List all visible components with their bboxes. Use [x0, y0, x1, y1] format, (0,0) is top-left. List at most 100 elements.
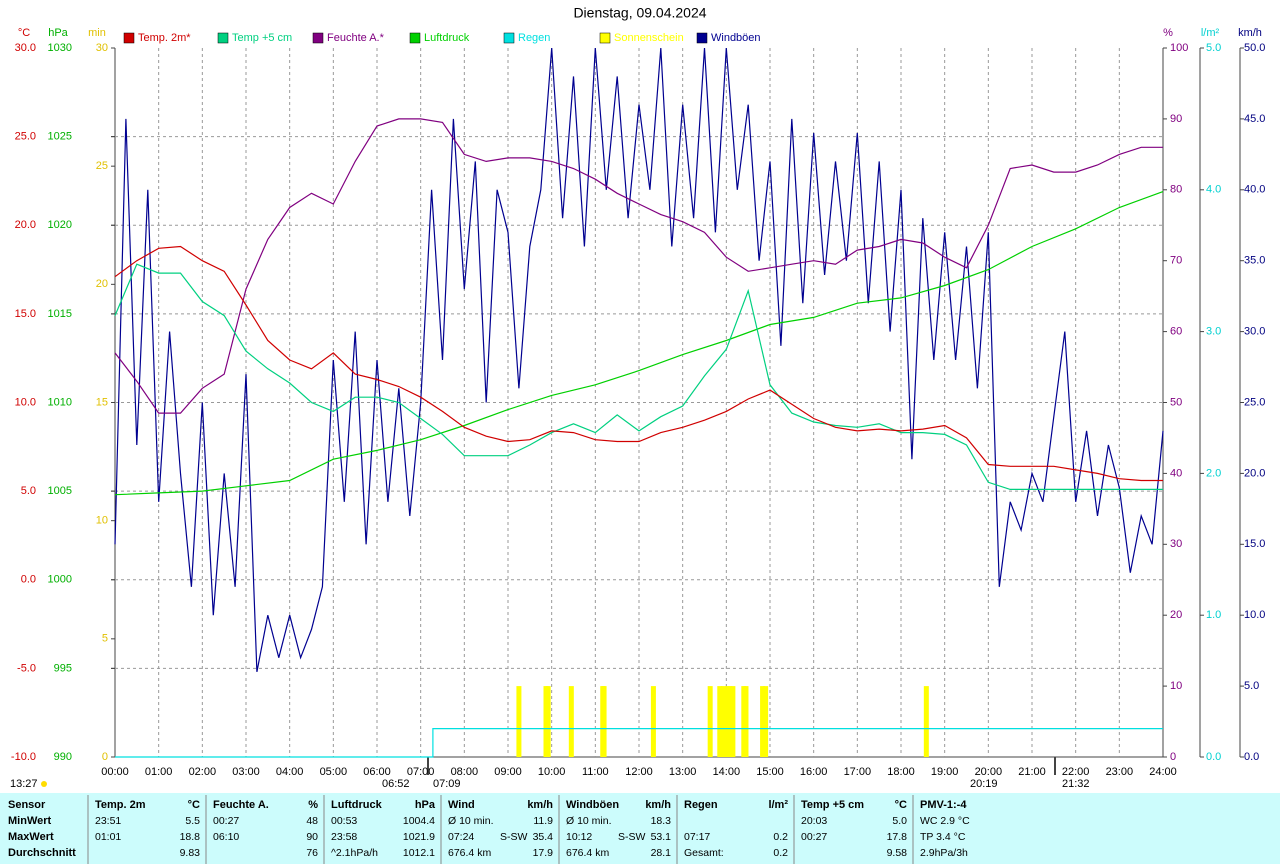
y-tick-label: 5 — [102, 633, 108, 645]
x-tick-label: 20:00 — [975, 766, 1003, 778]
y-tick-label: 35.0 — [1244, 255, 1265, 267]
series-line — [115, 728, 1163, 758]
x-tick-label: 12:00 — [625, 766, 653, 778]
y-tick-label: 20.0 — [1244, 467, 1265, 479]
table-header: Luftdruck — [331, 799, 383, 811]
table-header: Regen — [684, 799, 718, 811]
x-tick-label: 00:00 — [101, 766, 129, 778]
legend-label: Temp. 2m* — [138, 32, 191, 44]
table-cell: TP 3.4 °C — [920, 831, 966, 843]
axis-title: °C — [18, 27, 30, 39]
y-tick-label: 0 — [102, 751, 108, 763]
y-tick-label: 1030 — [48, 42, 72, 54]
table-cell: Gesamt: — [684, 847, 724, 859]
y-tick-label: 15.0 — [1244, 538, 1265, 550]
x-tick-label: 15:00 — [756, 766, 784, 778]
y-tick-label: 100 — [1170, 42, 1188, 54]
sunshine-bar — [763, 686, 769, 757]
annotation: 20:19 — [970, 778, 998, 790]
table-header: Temp. 2m — [95, 799, 146, 811]
annotation: 06:52 — [382, 778, 410, 790]
table-background — [0, 793, 1280, 864]
y-tick-label: 10.0 — [1244, 609, 1265, 621]
series-line — [114, 263, 1163, 490]
table-header: Windböen — [566, 799, 619, 811]
table-cell: 18.3 — [651, 815, 672, 827]
table-cell: 1021.9 — [403, 831, 435, 843]
x-tick-label: 13:00 — [669, 766, 697, 778]
table-cell: 17.9 — [533, 847, 554, 859]
legend-swatch — [409, 32, 421, 44]
table-row-label: MinWert — [8, 815, 52, 827]
table-cell: 53.1 — [651, 831, 672, 843]
legend-swatch — [503, 32, 515, 44]
legend-label: Sonnenschein — [614, 32, 684, 44]
legend-label: Luftdruck — [424, 32, 470, 44]
y-tick-label: 20.0 — [15, 219, 36, 231]
table-header: Wind — [448, 799, 475, 811]
x-tick-label: 22:00 — [1062, 766, 1090, 778]
y-tick-label: 0.0 — [1206, 751, 1221, 763]
table-cell: 23:58 — [331, 831, 357, 843]
y-tick-label: 90 — [1170, 113, 1182, 125]
y-tick-label: 20 — [1170, 609, 1182, 621]
y-tick-label: 40 — [1170, 467, 1182, 479]
y-tick-label: 40.0 — [1244, 184, 1265, 196]
table-cell: 9.83 — [180, 847, 201, 859]
sunshine-bar — [568, 686, 574, 757]
table-cell: 11.9 — [533, 815, 553, 827]
y-tick-label: 15.0 — [15, 308, 36, 320]
y-tick-label: 30 — [1170, 538, 1182, 550]
table-header: Temp +5 cm — [801, 799, 864, 811]
table-cell: 01:01 — [95, 831, 121, 843]
table-cell: 0.2 — [773, 831, 788, 843]
series-line — [114, 118, 1163, 414]
table-cell: 90 — [306, 831, 318, 843]
x-tick-label: 24:00 — [1149, 766, 1177, 778]
y-tick-label: 70 — [1170, 255, 1182, 267]
y-tick-label: 50 — [1170, 396, 1182, 408]
x-tick-label: 01:00 — [145, 766, 173, 778]
x-tick-label: 03:00 — [232, 766, 260, 778]
table-cell: 1012.1 — [403, 847, 435, 859]
y-tick-label: 5.0 — [1244, 680, 1259, 692]
y-tick-label: 10.0 — [15, 396, 36, 408]
table-cell: 00:27 — [801, 831, 827, 843]
legend-swatch — [696, 32, 708, 44]
x-tick-label: 23:00 — [1106, 766, 1134, 778]
table-cell: 23:51 — [95, 815, 121, 827]
table-cell: 76 — [306, 847, 318, 859]
x-tick-label: 09:00 — [494, 766, 522, 778]
table-cell: ^2.1hPa/h — [331, 847, 378, 859]
y-tick-label: 30 — [96, 42, 108, 54]
table-cell: 07:24 — [448, 831, 474, 843]
table-cell: 35.4 — [533, 831, 554, 843]
y-tick-label: 1010 — [48, 396, 72, 408]
sunshine-bar — [730, 686, 736, 757]
annotation: 21:32 — [1062, 778, 1090, 790]
y-tick-label: 45.0 — [1244, 113, 1265, 125]
table-cell: 0.2 — [773, 847, 788, 859]
y-tick-label: 1020 — [48, 219, 72, 231]
x-tick-label: 19:00 — [931, 766, 959, 778]
table-cell: Ø 10 min. — [566, 815, 612, 827]
y-tick-label: 20 — [96, 278, 108, 290]
series-line — [114, 245, 1163, 482]
table-cell: 28.1 — [651, 847, 672, 859]
axis-title: l/m² — [1201, 27, 1220, 39]
table-cell: WC 2.9 °C — [920, 815, 970, 827]
y-tick-label: 1005 — [48, 485, 72, 497]
y-tick-label: 80 — [1170, 184, 1182, 196]
x-tick-label: 10:00 — [538, 766, 566, 778]
sunshine-bar — [650, 686, 656, 757]
axis-title: min — [88, 27, 106, 39]
y-tick-label: 30.0 — [15, 42, 36, 54]
x-tick-label: 11:00 — [582, 766, 609, 778]
table-cell: 10:12 — [566, 831, 592, 843]
x-tick-label: 06:00 — [363, 766, 391, 778]
table-cell: 48 — [306, 815, 318, 827]
y-tick-label: 0 — [1170, 751, 1176, 763]
table-cell: S-SW — [618, 831, 646, 843]
y-tick-label: 1015 — [48, 308, 72, 320]
table-cell: 9.58 — [887, 847, 908, 859]
